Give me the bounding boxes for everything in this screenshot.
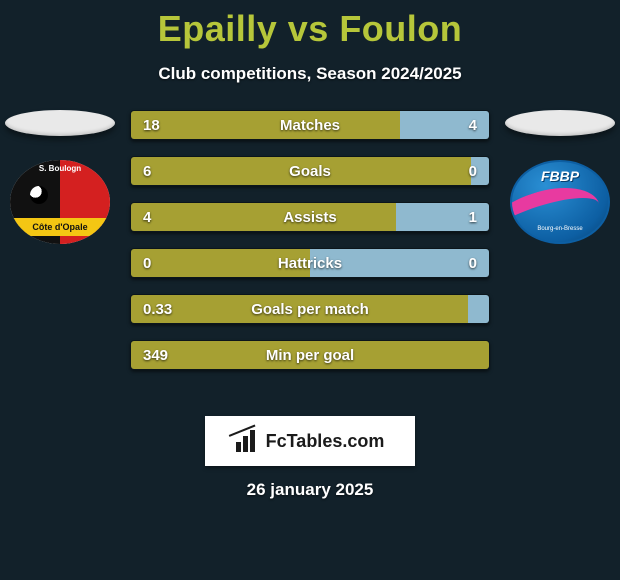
stat-bar-right [400, 111, 490, 139]
date-text: 26 january 2025 [0, 480, 620, 500]
fctables-logo-icon [236, 430, 260, 452]
stat-row: 41Assists [130, 202, 490, 232]
stat-bar-right [471, 157, 489, 185]
stat-bar-left [131, 295, 468, 323]
stat-row: 00Hattricks [130, 248, 490, 278]
player-a-club-badge: S. Boulogn Côte d'Opale [10, 160, 110, 244]
stat-bar-left [131, 111, 400, 139]
stat-bar-right [396, 203, 489, 231]
stat-bar-left [131, 203, 396, 231]
stat-row: 0.33Goals per match [130, 294, 490, 324]
page-title: Epailly vs Foulon [0, 8, 620, 50]
stats-arena: S. Boulogn Côte d'Opale FBBP Bourg-en-Br… [0, 110, 620, 410]
stat-bar-full [131, 341, 489, 369]
stat-bars: 184Matches 60Goals 41Assists 00Hattricks 0.3… [130, 110, 490, 386]
player-b-club-badge: FBBP Bourg-en-Bresse [510, 160, 610, 244]
badge-subtext: Bourg-en-Bresse [512, 226, 608, 232]
badge-text: FBBP [512, 168, 608, 184]
badge-band: Côte d'Opale [10, 218, 110, 236]
badge-swoosh [510, 175, 608, 244]
watermark: FcTables.com [205, 416, 415, 466]
stat-bar-right [468, 295, 489, 323]
comparison-card: Epailly vs Foulon Club competitions, Sea… [0, 0, 620, 580]
badge-top-text: S. Boulogn [10, 164, 110, 173]
stat-row: 60Goals [130, 156, 490, 186]
badge-shadow [5, 110, 115, 136]
badge-shadow [505, 110, 615, 136]
subtitle: Club competitions, Season 2024/2025 [0, 64, 620, 84]
badge-ball-icon [30, 186, 48, 204]
stat-row: 349Min per goal [130, 340, 490, 370]
stat-bar-left [131, 249, 310, 277]
player-a-badge-wrap: S. Boulogn Côte d'Opale [0, 110, 120, 244]
watermark-text: FcTables.com [266, 431, 385, 452]
player-b-badge-wrap: FBBP Bourg-en-Bresse [500, 110, 620, 244]
stat-row: 184Matches [130, 110, 490, 140]
stat-bar-right [310, 249, 489, 277]
stat-bar-left [131, 157, 471, 185]
